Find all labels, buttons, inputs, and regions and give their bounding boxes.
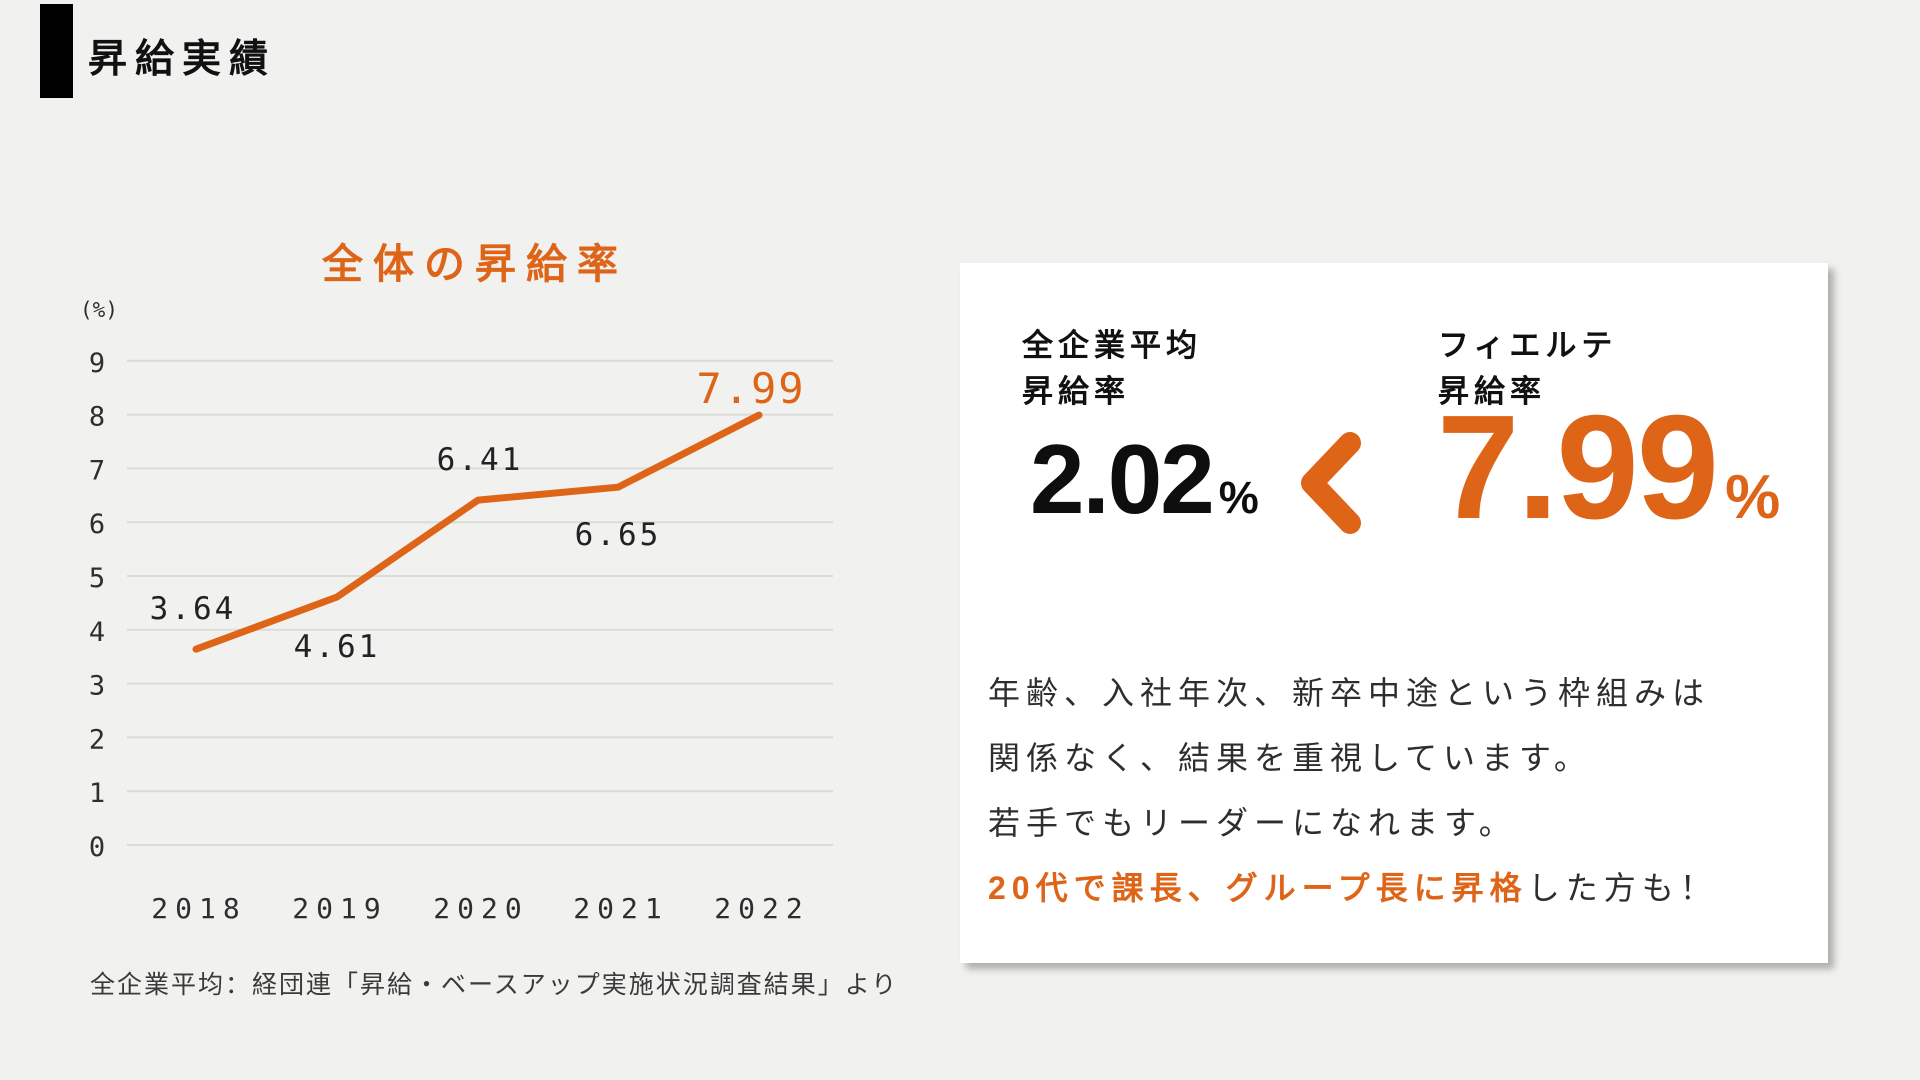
- y-tick-label: 3: [89, 671, 105, 702]
- y-axis-unit-label: (%): [80, 298, 118, 322]
- y-tick-label: 1: [89, 778, 105, 809]
- body-line: 年齢、入社年次、新卒中途という枠組みは: [988, 675, 1711, 711]
- left-metric-percent-sign: %: [1218, 472, 1259, 523]
- y-tick-label: 7: [89, 455, 105, 486]
- x-tick-label: 2018: [151, 892, 246, 925]
- left-metric-label-line2: 昇給率: [1022, 374, 1130, 409]
- y-tick-label: 2: [89, 724, 105, 755]
- highlight-text: 20代で課長、グループ長に昇格: [988, 870, 1528, 906]
- less-than-icon: [1301, 432, 1361, 534]
- y-tick-label: 6: [89, 509, 105, 540]
- left-metric-number: 2.02: [1030, 424, 1215, 534]
- x-tick-label: 2021: [573, 892, 668, 925]
- data-label: 3.64: [150, 591, 237, 627]
- source-note: 全企業平均：経団連「昇給・ベースアップ実施状況調査結果」より: [90, 971, 899, 999]
- right-metric-value: 7.99 %: [1437, 394, 1780, 542]
- y-tick-label: 4: [89, 617, 105, 648]
- card-body-text: 年齢、入社年次、新卒中途という枠組みは 関係なく、結果を重視しています。 若手で…: [988, 661, 1800, 921]
- right-metric-label-line2: 昇給率: [1438, 374, 1546, 409]
- right-metric-number: 7.99: [1437, 385, 1719, 550]
- final-line-rest: した方も！: [1527, 870, 1718, 906]
- data-label: 7.99: [696, 364, 805, 413]
- title-accent-bar: [40, 4, 73, 98]
- x-tick-label: 2020: [433, 892, 528, 925]
- data-label: 6.65: [575, 517, 662, 553]
- chart-title: 全体の昇給率: [322, 241, 628, 287]
- body-line: 関係なく、結果を重視しています。: [988, 740, 1592, 776]
- y-tick-label: 8: [89, 402, 105, 433]
- body-line: 若手でもリーダーになれます。: [988, 805, 1517, 841]
- right-metric-label: フィエルテ 昇給率: [1438, 323, 1617, 415]
- body-line-final: 20代で課長、グループ長に昇格した方も！: [988, 856, 1800, 921]
- chart-line: [192, 411, 763, 653]
- y-tick-label: 5: [89, 563, 105, 594]
- y-tick-label: 9: [89, 348, 105, 379]
- page-title: 昇給実績: [88, 38, 277, 81]
- y-tick-label: 0: [89, 832, 105, 863]
- x-tick-label: 2019: [292, 892, 387, 925]
- left-metric-label-line1: 全企業平均: [1022, 328, 1202, 363]
- data-label: 4.61: [294, 629, 381, 665]
- x-tick-label: 2022: [714, 892, 809, 925]
- comparison-card: 全企業平均 昇給率 フィエルテ 昇給率 2.02 % 7.99 % 年齢、入社年…: [960, 263, 1828, 963]
- right-metric-label-line1: フィエルテ: [1438, 328, 1618, 363]
- right-metric-percent-sign: %: [1725, 463, 1781, 532]
- data-label: 6.41: [437, 442, 524, 478]
- left-metric-value: 2.02 %: [1030, 430, 1259, 528]
- left-metric-label: 全企業平均 昇給率: [1022, 323, 1202, 415]
- line-chart: 9 8 7 6 5 4 3 2 1 0 (%) 2018 2019 2020 2021 2022 3.64 4.6…: [80, 298, 833, 925]
